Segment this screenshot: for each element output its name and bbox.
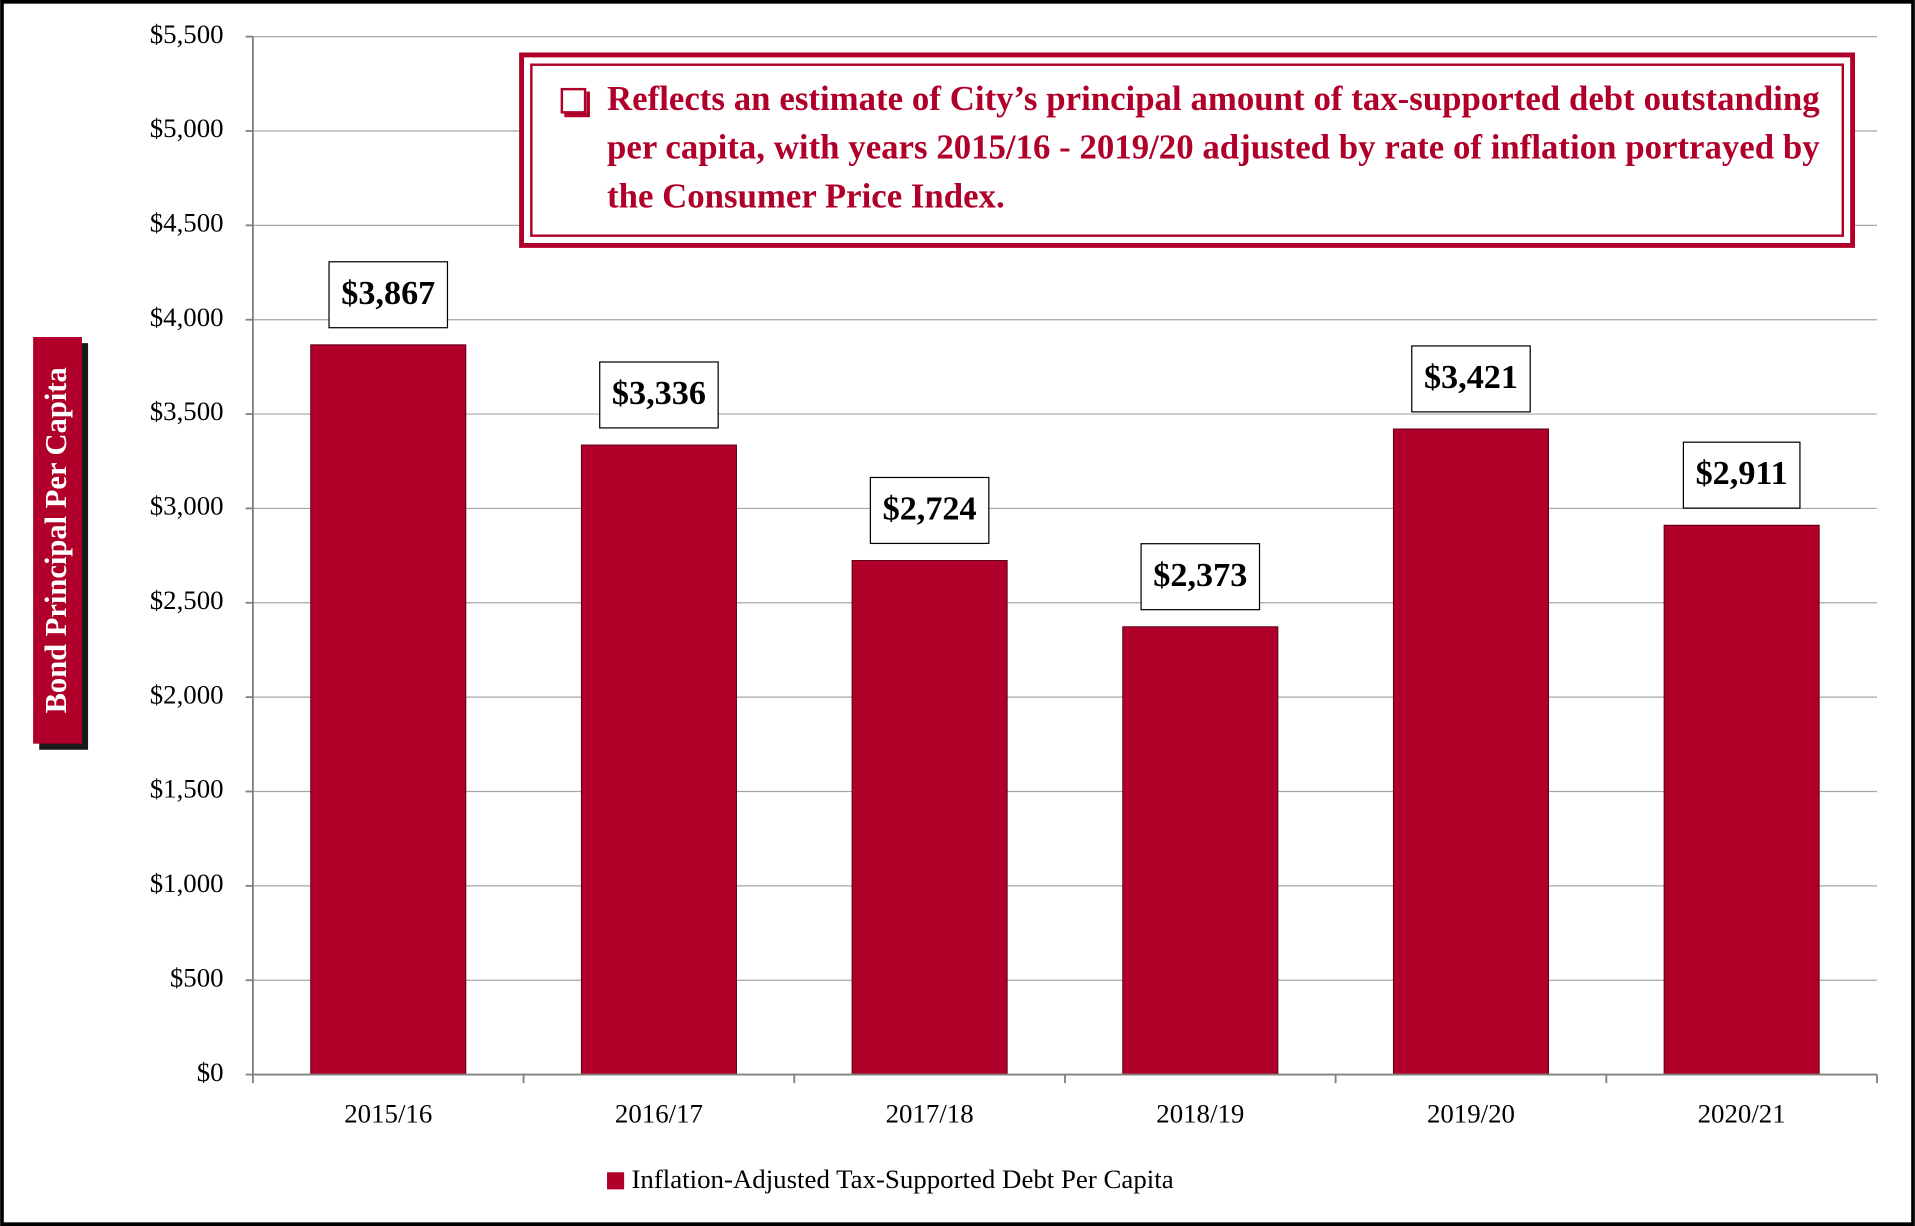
- annotation-text: Reflects an estimate of City’s principal…: [607, 80, 1820, 217]
- y-tick-label: $500: [170, 962, 224, 992]
- value-label-box: [1140, 543, 1261, 611]
- value-label: $2,373: [1153, 557, 1247, 594]
- x-tick-label: 2019/20: [1427, 1098, 1515, 1128]
- y-tick-label: $4,000: [150, 302, 224, 332]
- annotation-box: [519, 52, 1856, 248]
- y-tick-label: $3,500: [150, 396, 224, 426]
- value-label-box: [869, 476, 990, 545]
- bar: [1663, 524, 1820, 1076]
- value-label: $3,867: [341, 275, 435, 312]
- legend-swatch: [607, 1172, 625, 1190]
- annotation-inner-border: [530, 63, 1845, 237]
- x-tick-label: 2017/18: [886, 1098, 974, 1128]
- bar: [851, 560, 1008, 1076]
- y-tick-label: $1,000: [150, 868, 224, 898]
- y-label-box: [33, 337, 82, 744]
- value-label: $3,421: [1424, 359, 1518, 396]
- bar: [1392, 428, 1550, 1076]
- value-label-box: [328, 261, 449, 329]
- value-label-box: [599, 361, 719, 429]
- bar: [580, 444, 737, 1076]
- value-label-box: [1411, 345, 1531, 413]
- y-tick-label: $5,500: [150, 19, 224, 49]
- x-tick-label: 2018/19: [1156, 1098, 1244, 1128]
- annotation-area: Reflects an estimate of City’s principal…: [556, 76, 1820, 223]
- bar: [1122, 626, 1279, 1076]
- y-tick-label: $0: [197, 1057, 224, 1087]
- value-label: $2,911: [1696, 455, 1788, 492]
- x-tick-label: 2020/21: [1698, 1098, 1786, 1128]
- y-tick-label: $3,000: [150, 491, 224, 521]
- y-tick-label: $1,500: [150, 774, 224, 804]
- x-tick-label: 2015/16: [344, 1098, 432, 1128]
- annotation: Reflects an estimate of City’s principal…: [556, 76, 1820, 223]
- legend-label: Inflation-Adjusted Tax-Supported Debt Pe…: [631, 1164, 1173, 1194]
- y-tick-label: $2,000: [150, 679, 224, 709]
- value-label-box: [1682, 441, 1801, 509]
- y-axis-label: Bond Principal Per Capita: [39, 367, 73, 713]
- bar: [310, 344, 467, 1076]
- value-label: $2,724: [883, 491, 977, 528]
- y-tick-label: $5,000: [150, 113, 224, 143]
- value-label: $3,336: [612, 375, 706, 412]
- y-tick-label: $4,500: [150, 208, 224, 238]
- y-tick-label: $2,500: [150, 585, 224, 615]
- checkbox-icon: [560, 87, 587, 114]
- x-tick-label: 2016/17: [615, 1098, 703, 1128]
